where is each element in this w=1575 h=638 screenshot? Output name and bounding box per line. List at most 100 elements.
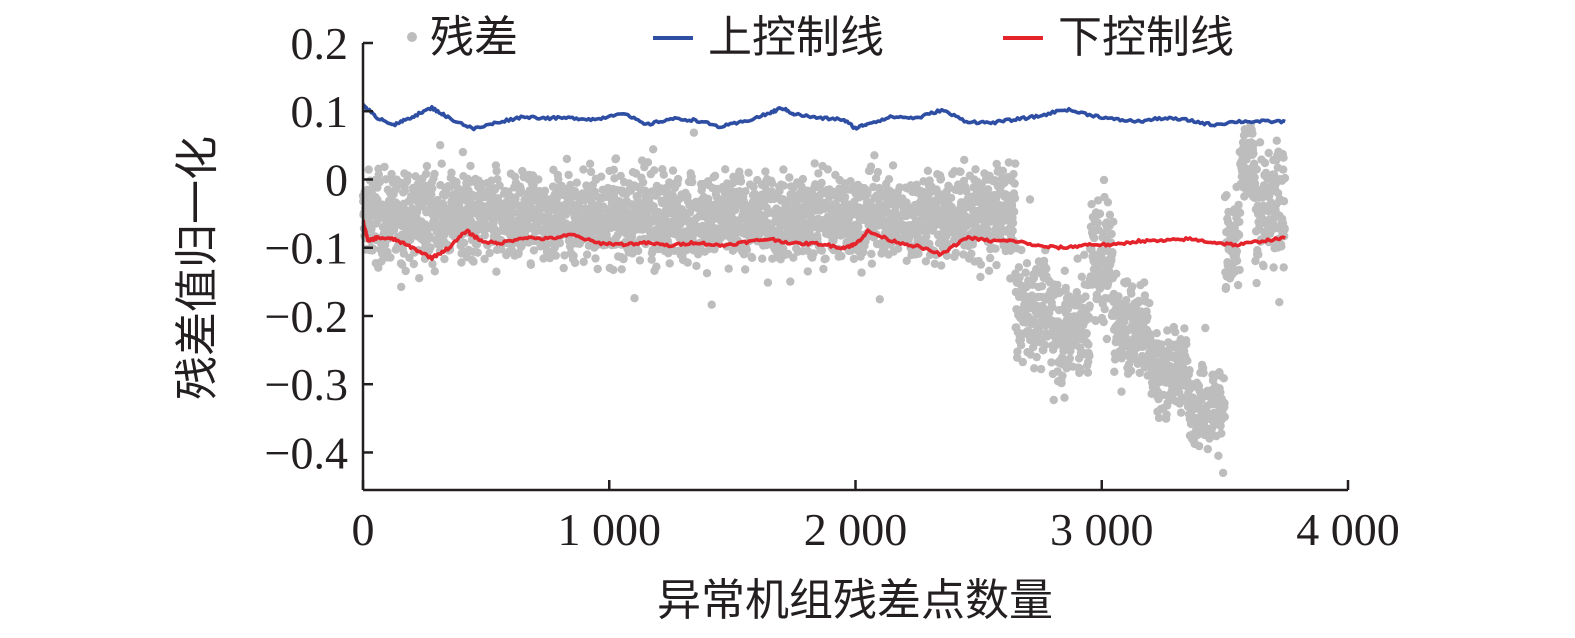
residual-point xyxy=(1082,329,1091,338)
residual-point xyxy=(779,165,788,174)
residual-point xyxy=(960,155,969,165)
y-tick-label: −0.1 xyxy=(265,223,348,274)
residual-point xyxy=(1040,340,1050,350)
residual-point xyxy=(1218,468,1228,478)
residual-point xyxy=(560,251,569,260)
residual-point xyxy=(647,255,656,264)
residual-point xyxy=(400,186,410,195)
tick-labels: 0.20.10−0.1−0.2−0.3−0.40 1 000 2 000 3 000 4… xyxy=(265,18,1400,555)
residual-point xyxy=(1017,245,1026,255)
residual-point xyxy=(1109,217,1118,226)
residual-point xyxy=(1159,390,1168,400)
residual-point xyxy=(1176,408,1186,417)
residual-point xyxy=(1220,398,1229,408)
residual-point xyxy=(956,167,965,176)
residual-point xyxy=(741,265,750,274)
residual-point xyxy=(1128,282,1137,291)
residual-point xyxy=(819,264,828,274)
residual-point xyxy=(1214,451,1223,460)
residual-point xyxy=(942,239,952,248)
residual-point xyxy=(893,244,903,253)
residual-point xyxy=(634,246,643,255)
residual-point xyxy=(983,185,993,194)
residual-point xyxy=(1252,278,1261,288)
residual-point xyxy=(866,162,876,171)
residual-point xyxy=(1234,200,1243,210)
residual-point xyxy=(582,250,592,259)
residual-point xyxy=(747,253,757,262)
residual-point xyxy=(942,251,952,260)
residual-point xyxy=(1183,356,1192,365)
residual-point xyxy=(559,263,568,273)
residual-point xyxy=(437,159,446,168)
residual-point xyxy=(1216,388,1225,397)
residual-point xyxy=(1084,312,1094,322)
residual-point xyxy=(1152,329,1161,338)
residual-point xyxy=(386,253,395,262)
legend: 残差 上控制线 下控制线 xyxy=(407,12,1234,63)
residual-point xyxy=(1235,265,1244,275)
residual-point xyxy=(1146,333,1155,342)
x-tick-label: 0 xyxy=(352,504,375,555)
residual-point xyxy=(426,243,435,252)
residual-point xyxy=(1234,230,1244,240)
residual-point xyxy=(1171,327,1180,337)
residual-point xyxy=(1076,366,1086,376)
residual-point xyxy=(724,264,733,273)
residual-point xyxy=(440,254,449,264)
residual-point xyxy=(492,267,501,276)
residual-point xyxy=(609,265,618,275)
residual-point xyxy=(789,253,798,262)
residual-point xyxy=(649,145,658,154)
residual-point xyxy=(1099,317,1108,327)
residual-point xyxy=(821,254,830,263)
residual-point xyxy=(1251,256,1260,266)
residual-point xyxy=(413,207,422,217)
residual-point xyxy=(1057,378,1066,388)
residual-point xyxy=(428,259,437,269)
residual-point xyxy=(374,170,383,179)
residual-point xyxy=(572,178,581,187)
residual-point xyxy=(1280,173,1290,183)
residual-point xyxy=(742,245,752,255)
residual-point xyxy=(1108,248,1117,257)
residual-point xyxy=(459,238,469,248)
residual-point xyxy=(710,171,720,180)
residual-point xyxy=(643,158,653,167)
residual-point xyxy=(1013,347,1022,356)
residual-point xyxy=(962,187,971,196)
residual-point xyxy=(1083,368,1093,377)
residual-point xyxy=(1105,210,1115,219)
residual-point xyxy=(430,169,439,179)
residual-point xyxy=(1030,364,1039,373)
residual-point xyxy=(1154,413,1164,423)
residual-point xyxy=(659,170,668,179)
residual-point xyxy=(409,259,418,269)
y-axis-title: 残差值归一化 xyxy=(172,136,223,400)
residual-point xyxy=(1127,289,1136,298)
residual-point xyxy=(616,171,625,181)
residual-point xyxy=(1102,334,1112,344)
residual-point xyxy=(936,174,946,183)
residual-point xyxy=(1095,209,1105,218)
residual-point xyxy=(1275,298,1284,307)
y-tick-label: 0.2 xyxy=(291,18,349,69)
residual-point xyxy=(817,246,827,255)
residual-point xyxy=(809,249,818,258)
residual-point xyxy=(1277,242,1286,251)
residual-point xyxy=(401,266,410,276)
residual-point xyxy=(509,208,518,217)
residual-point xyxy=(493,175,502,184)
residual-point xyxy=(1232,247,1242,256)
residual-point xyxy=(1061,283,1071,293)
residual-point xyxy=(1073,254,1082,263)
residual-point xyxy=(798,174,808,184)
legend-residual-marker xyxy=(407,32,417,42)
residual-point xyxy=(638,178,648,187)
residual-point xyxy=(761,167,770,176)
residual-point xyxy=(1014,263,1024,272)
residual-point xyxy=(1199,368,1208,378)
residual-point xyxy=(597,172,606,181)
residual-point xyxy=(406,235,415,245)
residual-point xyxy=(689,128,699,137)
